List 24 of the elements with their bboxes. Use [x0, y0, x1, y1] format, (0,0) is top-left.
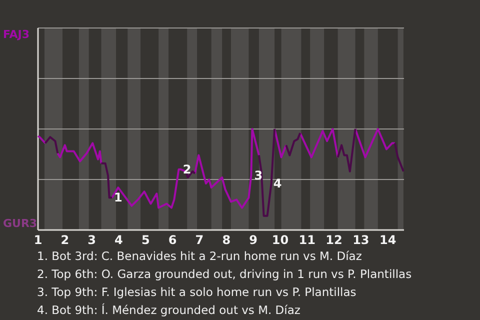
- x-tick-label: 1: [34, 233, 42, 247]
- x-tick-label: 11: [298, 233, 316, 247]
- x-tick-label: 6: [168, 233, 177, 247]
- annotation: 2: [182, 162, 192, 176]
- x-tick-label: 7: [195, 233, 204, 247]
- text: GUR3: [3, 217, 38, 230]
- text: 4. Bot 9th: Í. Méndez grounded out vs M. Díaz: [37, 303, 300, 317]
- x-tick-label: 4: [114, 233, 123, 247]
- text: 3. Top 9th: F. Iglesias hit a solo home run vs P. Plantillas: [37, 285, 356, 299]
- annotation: 4: [273, 176, 282, 191]
- x-tick-label: 2: [60, 233, 70, 247]
- x-tick-label: 8: [222, 233, 231, 247]
- annotation: 1: [114, 190, 122, 205]
- x-tick-label: 10: [272, 233, 289, 247]
- x-tick-label: 5: [141, 233, 150, 247]
- text: FAJ3: [3, 28, 30, 41]
- text: 1. Bot 3rd: C. Benavides hit a 2-run home run vs M. Díaz: [37, 249, 362, 263]
- x-tick-label: 3: [88, 233, 96, 247]
- x-tick-label: 12: [326, 233, 342, 247]
- x-tick-label: 9: [249, 233, 258, 247]
- text: 2. Top 6th: O. Garza grounded out, driving in 1 run vs P. Plantillas: [37, 267, 412, 281]
- x-tick-label: 14: [380, 233, 396, 247]
- annotation: 3: [254, 168, 263, 182]
- x-tick-label: 13: [352, 233, 370, 247]
